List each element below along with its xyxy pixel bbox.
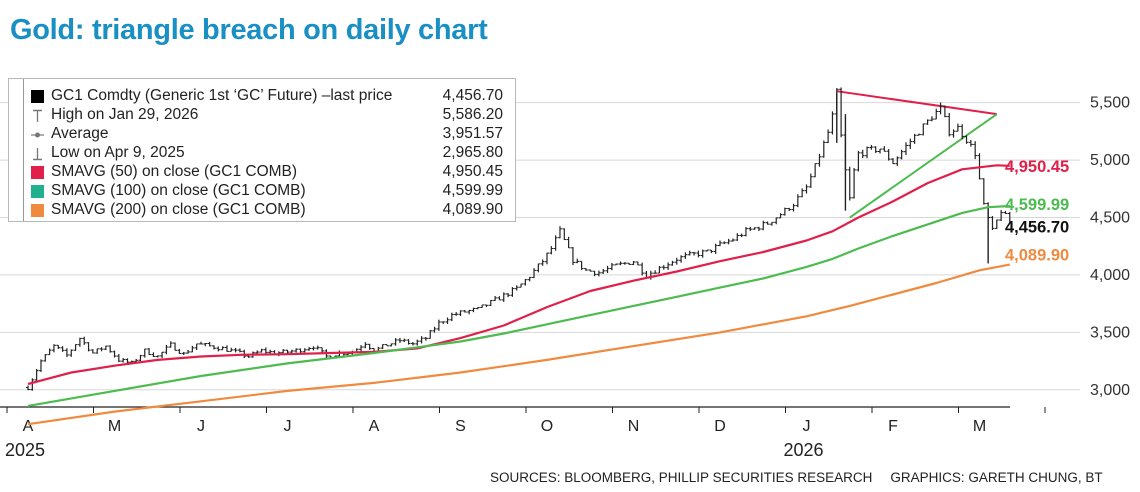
sma50-end-label: 4,950.45 (1005, 158, 1069, 176)
footer-graphics: GRAPHICS: GARETH CHUNG, BT (890, 470, 1103, 485)
x-tick-label: D (714, 418, 726, 435)
y-tick-label: 5,500 (1090, 95, 1130, 112)
x-tick-label: A (369, 418, 380, 435)
y-tick-label: 3,000 (1090, 382, 1130, 399)
legend-swatch-sma100 (31, 185, 44, 198)
last-price-end-label: 4,456.70 (1005, 218, 1069, 236)
legend-item-low: Low on Apr 9, 2025 2,965.80 (9, 144, 515, 163)
x-tick-label: O (541, 418, 553, 435)
y-tick-label: 4,000 (1090, 267, 1130, 284)
sma100-line (27, 204, 1010, 407)
end-labels: 4,950.45 4,599.99 4,456.70 4,089.90 (1005, 158, 1069, 265)
y-tick-label: 3,500 (1090, 324, 1130, 341)
legend-item-sma50: SMAVG (50) on close (GC1 COMB) 4,950.45 (9, 163, 515, 182)
triangle-upper-line (836, 90, 997, 116)
legend-item-average: Average 3,951.57 (9, 125, 515, 144)
legend-swatch-black (31, 90, 44, 103)
legend-item-sma100: SMAVG (100) on close (GC1 COMB) 4,599.99 (9, 182, 515, 201)
footer: SOURCES: BLOOMBERG, PHILLIP SECURITIES R… (490, 470, 1103, 485)
year-label: 2026 (784, 440, 824, 460)
x-tick-label: M (973, 418, 986, 435)
legend-swatch-sma50 (31, 166, 44, 179)
triangle-annotations (836, 90, 998, 219)
triangle-lower-line (849, 113, 998, 219)
sma100-end-label: 4,599.99 (1005, 196, 1069, 214)
chart-title: Gold: triangle breach on daily chart (10, 14, 488, 46)
x-tick-label: S (455, 418, 466, 435)
x-tick-label: M (108, 418, 121, 435)
legend-item-last-price: GC1 Comdty (Generic 1st ‘GC’ Future) –la… (9, 87, 515, 106)
x-tick-label: J (803, 418, 811, 435)
average-marker-icon (31, 128, 44, 141)
sma200-end-label: 4,089.90 (1005, 247, 1069, 265)
legend-item-sma200: SMAVG (200) on close (GC1 COMB) 4,089.90 (9, 201, 515, 220)
y-tick-label: 5,000 (1090, 152, 1130, 169)
footer-sources: SOURCES: BLOOMBERG, PHILLIP SECURITIES R… (490, 470, 873, 485)
x-tick-label: N (628, 418, 640, 435)
moving-average-series (27, 164, 1011, 426)
price-series (26, 87, 1012, 391)
legend-tree-line (23, 79, 24, 221)
x-tick-label: J (284, 418, 292, 435)
x-tick-label: A (23, 418, 34, 435)
legend: GC1 Comdty (Generic 1st ‘GC’ Future) –la… (8, 78, 516, 222)
sma200-line (27, 263, 1011, 426)
x-tick-label: J (197, 418, 205, 435)
sma50-line (27, 164, 1010, 386)
legend-item-high: High on Jan 29, 2026 5,586.20 (9, 106, 515, 125)
legend-swatch-sma200 (31, 204, 44, 217)
high-marker-icon (31, 109, 44, 122)
y-tick-label: 4,500 (1090, 210, 1130, 227)
year-label: 2025 (5, 440, 45, 460)
x-tick-label: F (888, 418, 898, 435)
axes: 3,000 3,500 4,000 4,500 5,000 5,500 A M J J A S O N D J… (0, 95, 1130, 460)
low-marker-icon (31, 147, 44, 161)
